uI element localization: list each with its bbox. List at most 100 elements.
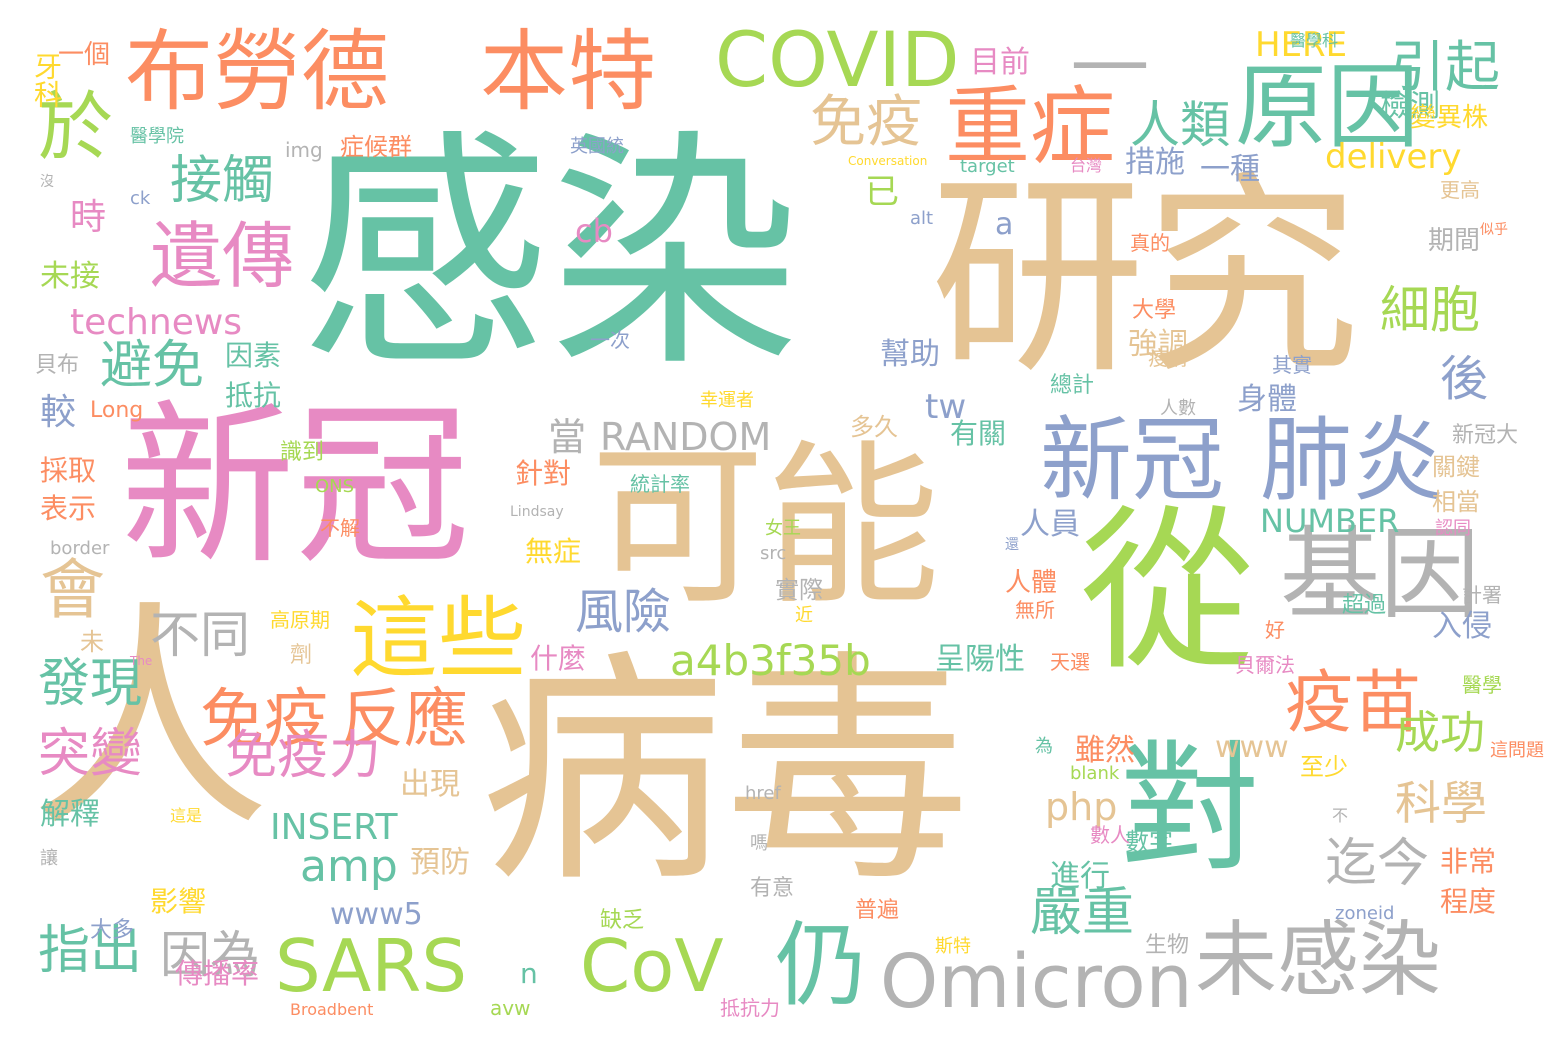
word-148: 不解: [320, 516, 360, 540]
word-144: 無所: [1015, 598, 1055, 622]
word-blank-112: blank: [1070, 763, 1120, 784]
word-47: 細胞: [1380, 281, 1480, 339]
word-8: 布勞德: [125, 20, 390, 123]
word-121: 醫學科: [1290, 31, 1339, 50]
word-37: 發現: [38, 654, 143, 714]
word-80: 多久: [850, 413, 898, 441]
word-cov-21: CoV: [580, 924, 724, 1008]
word-34: 避免: [100, 336, 205, 396]
word-16: 基因: [1280, 516, 1480, 633]
word-40: 不同: [150, 606, 250, 664]
word-168: 似乎: [1480, 222, 1508, 238]
word-50: 當: [548, 415, 587, 459]
word-random-49: RANDOM: [600, 415, 772, 459]
word-143: 天選: [1050, 650, 1090, 674]
word-tw-67: tw: [925, 387, 967, 427]
word-3: 人: [30, 580, 271, 860]
word-154: 至少: [1300, 753, 1348, 781]
word-104: 英國統: [570, 136, 624, 157]
word-64: 症候群: [340, 133, 412, 161]
word-79: 有關: [950, 417, 1007, 450]
word-omicron-22: Omicron: [880, 939, 1193, 1025]
word-146: 近: [795, 605, 813, 626]
word-24: 疫苗: [1285, 664, 1422, 743]
word-1: 研究: [930, 152, 1360, 403]
word-border-109: border: [50, 538, 110, 559]
word-95: 大多: [90, 918, 135, 943]
word-51: 嚴重: [1030, 883, 1135, 943]
word-number-57: NUMBER: [1260, 502, 1400, 540]
word-91: 出現: [400, 767, 460, 802]
word-83: 雖然: [1075, 733, 1135, 768]
word-27: 仍: [775, 912, 868, 1019]
word-93: 影響: [150, 885, 207, 918]
word-129: 疫情: [1148, 346, 1188, 370]
word-90: 解釋: [40, 797, 100, 832]
word-59: 措施: [1125, 145, 1185, 180]
word-152: 未: [80, 628, 104, 656]
word-140: 超過: [1342, 593, 1387, 618]
word-insert-44: INSERT: [270, 807, 398, 848]
word-php-56: php: [1045, 785, 1118, 829]
word-the-119: The: [130, 654, 153, 668]
word-11: —: [1070, 13, 1150, 106]
word-13: 重症: [945, 78, 1116, 177]
word-18: 遺傳: [150, 214, 295, 298]
word-163: 斯特: [935, 936, 971, 957]
word-155: 數字: [1125, 828, 1173, 856]
word-131: 其實: [1272, 353, 1312, 377]
word-72: 因素: [225, 339, 282, 372]
word-162: 生物: [1145, 933, 1190, 958]
word-73: 抵抗: [225, 379, 282, 412]
word-conversation-120: Conversation: [848, 154, 928, 168]
word-29: 免疫: [810, 90, 922, 155]
word-12: 原因: [1235, 54, 1420, 161]
word-134: 幸運者: [700, 390, 754, 411]
word-cb-66: cb: [575, 212, 613, 250]
word-www5-45: www5: [330, 897, 423, 932]
word-84: 呈陽性: [935, 642, 1025, 677]
word-153: 為: [1035, 736, 1053, 757]
word-31: 引起: [1390, 35, 1501, 99]
word-87: 什麼: [530, 642, 587, 675]
word-7: 對: [1120, 728, 1261, 891]
word-62: 目前: [970, 45, 1030, 80]
word-technews-33: technews: [70, 302, 243, 343]
word-81: 針對: [515, 457, 572, 490]
word-149: 還: [1005, 537, 1019, 553]
word-15: 肺炎: [1260, 407, 1445, 514]
word-135: 人數: [1160, 398, 1196, 419]
word-ons-106: ONS: [315, 476, 355, 497]
word-60: 一種: [1200, 152, 1260, 187]
word-88: 採取: [40, 454, 97, 487]
word-145: 實際: [775, 576, 823, 604]
word-71: 未接: [40, 259, 100, 294]
word-lindsay-108: Lindsay: [510, 504, 564, 520]
word-23: 未感染: [1195, 913, 1442, 1008]
word-69: 已: [865, 172, 899, 212]
word-161: 抵抗力: [720, 996, 780, 1020]
word-54: 成功: [1395, 706, 1486, 759]
word-0: 感染: [300, 109, 800, 400]
word-103: 更高: [1440, 178, 1480, 202]
word-74: 較: [40, 392, 77, 433]
word-48: 後: [1440, 351, 1489, 407]
word-85: 人員: [1020, 507, 1080, 542]
word-166: 讓: [40, 848, 58, 869]
word-86: 人體: [1005, 568, 1058, 598]
word-delivery-46: delivery: [1325, 137, 1462, 177]
word-href-111: href: [745, 783, 781, 804]
word-122: 台灣: [1070, 156, 1103, 175]
word-39: 因為: [160, 926, 260, 984]
word-6: 從: [1080, 491, 1255, 694]
word-157: 嗎: [750, 833, 768, 854]
word-a-68: a: [995, 207, 1014, 242]
word-159: 普遍: [855, 898, 900, 923]
word-139: 醫學: [1462, 673, 1502, 697]
word-107: 統計率: [630, 472, 690, 496]
word-www-55: www: [1215, 730, 1289, 765]
word-138: 計署: [1462, 583, 1502, 607]
word-35: 免疫力: [225, 726, 382, 786]
word-76: 幫助: [880, 337, 940, 372]
